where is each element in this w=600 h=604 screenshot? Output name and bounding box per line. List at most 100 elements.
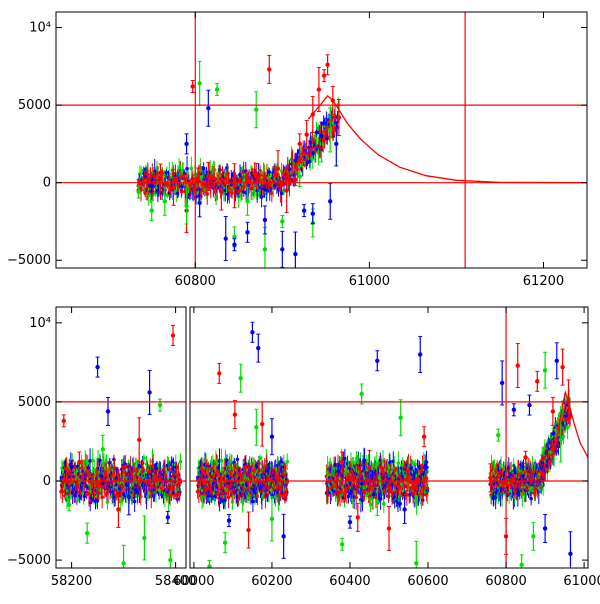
data-point — [254, 108, 258, 112]
top-ytick-label: 0 — [43, 176, 51, 191]
data-point — [166, 515, 170, 519]
bottom-left-plot-area — [56, 325, 186, 581]
data-point — [245, 230, 249, 234]
data-point — [263, 218, 267, 222]
top-plot-area — [56, 12, 587, 276]
data-point — [101, 447, 105, 451]
data-point — [251, 500, 255, 504]
data-point — [163, 199, 167, 203]
data-point — [382, 502, 386, 506]
data-point — [206, 106, 210, 110]
data-point — [202, 167, 206, 171]
data-point — [219, 190, 223, 194]
data-point — [137, 438, 141, 442]
data-point — [360, 495, 364, 499]
data-point — [67, 503, 71, 507]
data-point — [150, 184, 154, 188]
data-point — [293, 177, 297, 181]
data-point — [284, 188, 288, 192]
model-curve — [308, 96, 587, 183]
data-point — [69, 465, 73, 469]
data-point — [121, 561, 125, 565]
data-point — [347, 495, 351, 499]
data-point — [127, 495, 131, 499]
data-point — [106, 409, 110, 413]
data-point — [245, 177, 249, 181]
data-point — [267, 67, 271, 71]
data-point — [147, 390, 151, 394]
data-point — [232, 184, 236, 188]
data-point — [85, 531, 89, 535]
data-point — [298, 174, 302, 178]
data-point — [196, 176, 200, 180]
data-point — [153, 176, 157, 180]
data-point — [258, 456, 262, 460]
data-point — [285, 493, 289, 497]
top-panel: −5000 0 5000 10⁴ 60800 61000 61200 — [7, 12, 587, 289]
data-point — [337, 115, 341, 119]
data-point — [369, 503, 373, 507]
data-point — [398, 502, 402, 506]
data-point — [106, 500, 110, 504]
data-point — [98, 459, 102, 463]
data-point — [144, 490, 148, 494]
data-point — [425, 466, 429, 470]
data-point — [142, 536, 146, 540]
data-point — [142, 456, 146, 460]
data-point — [171, 333, 175, 337]
data-point — [206, 174, 210, 178]
data-point — [254, 171, 258, 175]
data-point — [325, 63, 329, 67]
data-point — [100, 495, 104, 499]
data-point — [317, 87, 321, 91]
data-point — [328, 128, 332, 132]
data-point — [426, 487, 430, 491]
data-point — [176, 191, 180, 195]
data-point — [213, 168, 217, 172]
data-point — [91, 459, 95, 463]
top-ytick-label: 10⁴ — [29, 21, 51, 36]
top-ytick-label: 5000 — [18, 98, 51, 113]
data-point — [305, 132, 309, 136]
data-point — [120, 497, 124, 501]
data-point — [116, 507, 120, 511]
data-point — [263, 247, 267, 251]
data-point — [136, 190, 140, 194]
data-point — [319, 134, 323, 138]
top-ytick-label: −5000 — [7, 253, 51, 268]
data-point — [150, 208, 154, 212]
data-point — [184, 142, 188, 146]
data-point — [153, 474, 157, 478]
data-point — [311, 211, 315, 215]
data-point — [334, 142, 338, 146]
data-point — [197, 201, 201, 205]
top-xtick-label: 61200 — [523, 274, 564, 289]
data-point — [179, 460, 183, 464]
data-point — [260, 195, 264, 199]
data-point — [328, 199, 332, 203]
data-point — [168, 467, 172, 471]
bottom-left-xtick-label: 58200 — [51, 574, 92, 589]
top-xtick-label: 60800 — [175, 274, 216, 289]
data-point — [168, 558, 172, 562]
data-point — [230, 191, 234, 195]
data-point — [293, 252, 297, 256]
data-point — [190, 84, 194, 88]
data-point — [77, 460, 81, 464]
data-point — [171, 185, 175, 189]
data-point — [276, 167, 280, 171]
bottom-right-plot-area — [190, 307, 588, 585]
data-point — [285, 460, 289, 464]
top-xtick-label: 61000 — [349, 274, 390, 289]
data-point — [113, 467, 117, 471]
data-point — [354, 496, 358, 500]
data-point — [322, 73, 326, 77]
data-point — [225, 459, 229, 463]
data-point — [280, 219, 284, 223]
data-point — [215, 87, 219, 91]
data-point — [302, 208, 306, 212]
data-point — [177, 493, 181, 497]
data-point — [280, 247, 284, 251]
data-point — [95, 365, 99, 369]
